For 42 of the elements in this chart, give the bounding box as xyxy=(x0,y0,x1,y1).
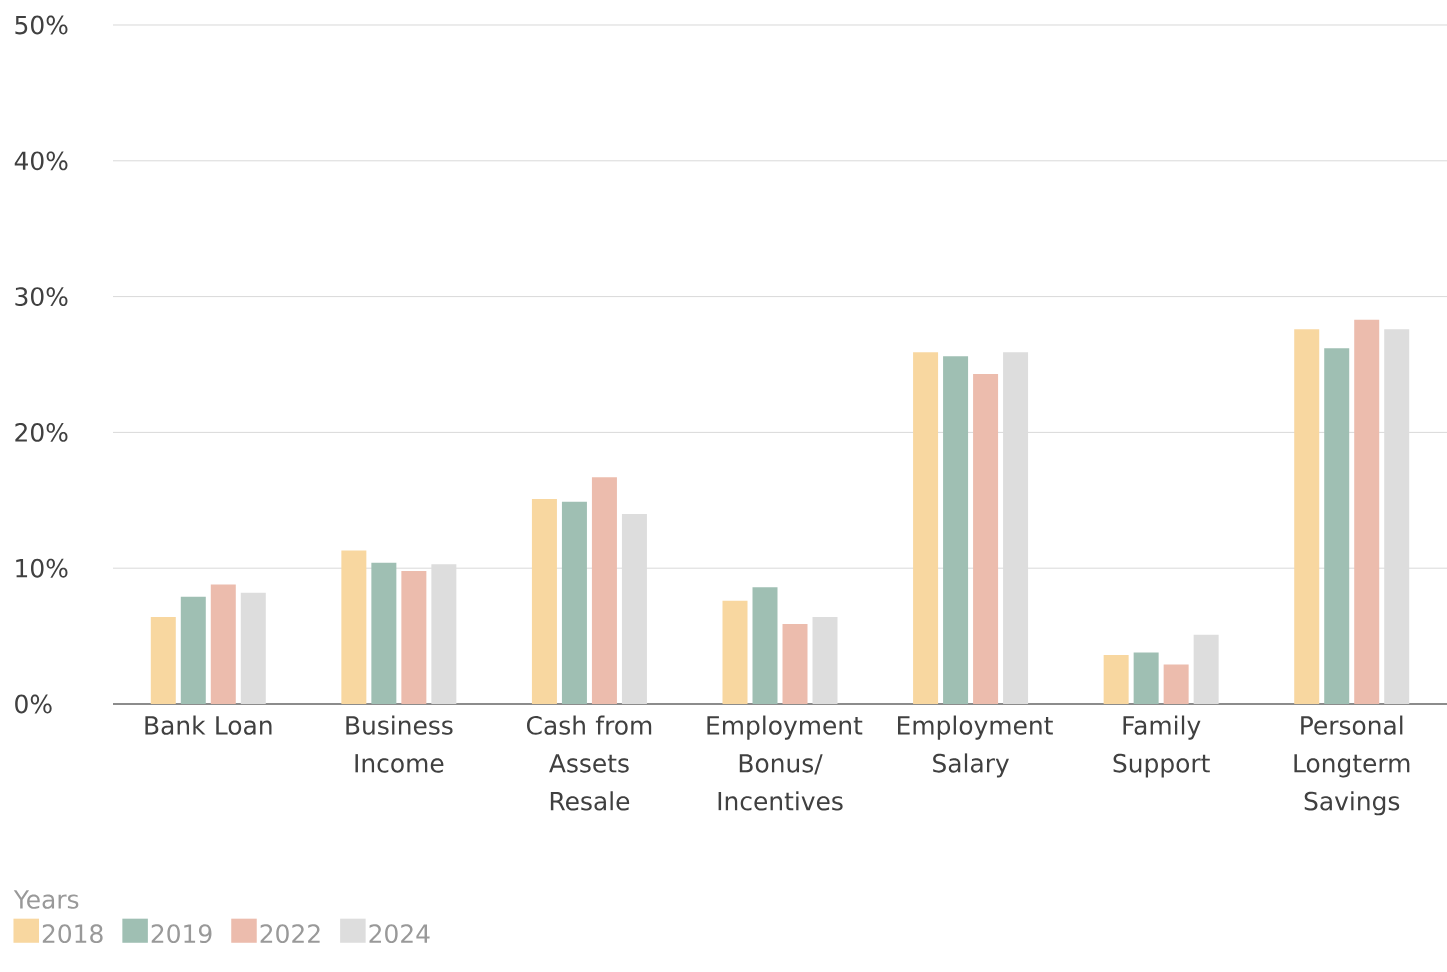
legend-title: Years xyxy=(13,890,79,909)
bar xyxy=(341,550,367,704)
y-tick-label: 0% xyxy=(15,694,52,714)
y-tick-label: 40% xyxy=(14,151,68,171)
bar xyxy=(1193,634,1219,704)
y-tick-label: 50% xyxy=(15,15,68,35)
bar xyxy=(531,498,557,704)
y-tick-label: 30% xyxy=(15,287,68,307)
bar xyxy=(943,356,969,704)
x-tick-label: Employment Salary xyxy=(898,715,1053,778)
bar xyxy=(782,623,808,704)
legend-label: 2018 xyxy=(42,924,103,944)
bar xyxy=(401,570,427,704)
bar xyxy=(150,617,176,704)
legend-label: 2024 xyxy=(369,924,430,944)
x-tick-label: Employment Bonus/ Incentives xyxy=(707,715,863,811)
bar xyxy=(180,596,206,704)
y-tick-label: 10% xyxy=(16,558,68,578)
bar xyxy=(1163,664,1189,704)
bar xyxy=(1103,655,1129,704)
bar xyxy=(591,477,617,704)
x-tick-label: Personal Longterm Savings xyxy=(1294,715,1410,816)
bar xyxy=(371,562,397,704)
bar xyxy=(752,587,778,704)
bar xyxy=(722,600,748,704)
bar xyxy=(973,374,999,704)
x-tick-label: Business Income xyxy=(346,715,453,773)
x-tick-label: Family Support xyxy=(1113,715,1210,778)
legend-label: 2022 xyxy=(260,924,320,944)
x-tick-label: Cash from Assets Resale xyxy=(527,715,652,811)
bar xyxy=(1294,329,1320,704)
bar xyxy=(210,584,236,704)
bar xyxy=(913,352,939,704)
bar xyxy=(812,617,838,704)
bar xyxy=(240,592,266,704)
x-tick-label: Bank Loan xyxy=(145,715,272,735)
bar xyxy=(1133,652,1159,704)
bar xyxy=(561,501,587,704)
bar xyxy=(1354,319,1380,704)
y-tick-label: 20% xyxy=(15,422,68,442)
bar xyxy=(1324,348,1350,704)
legend-label: 2019 xyxy=(151,924,212,944)
